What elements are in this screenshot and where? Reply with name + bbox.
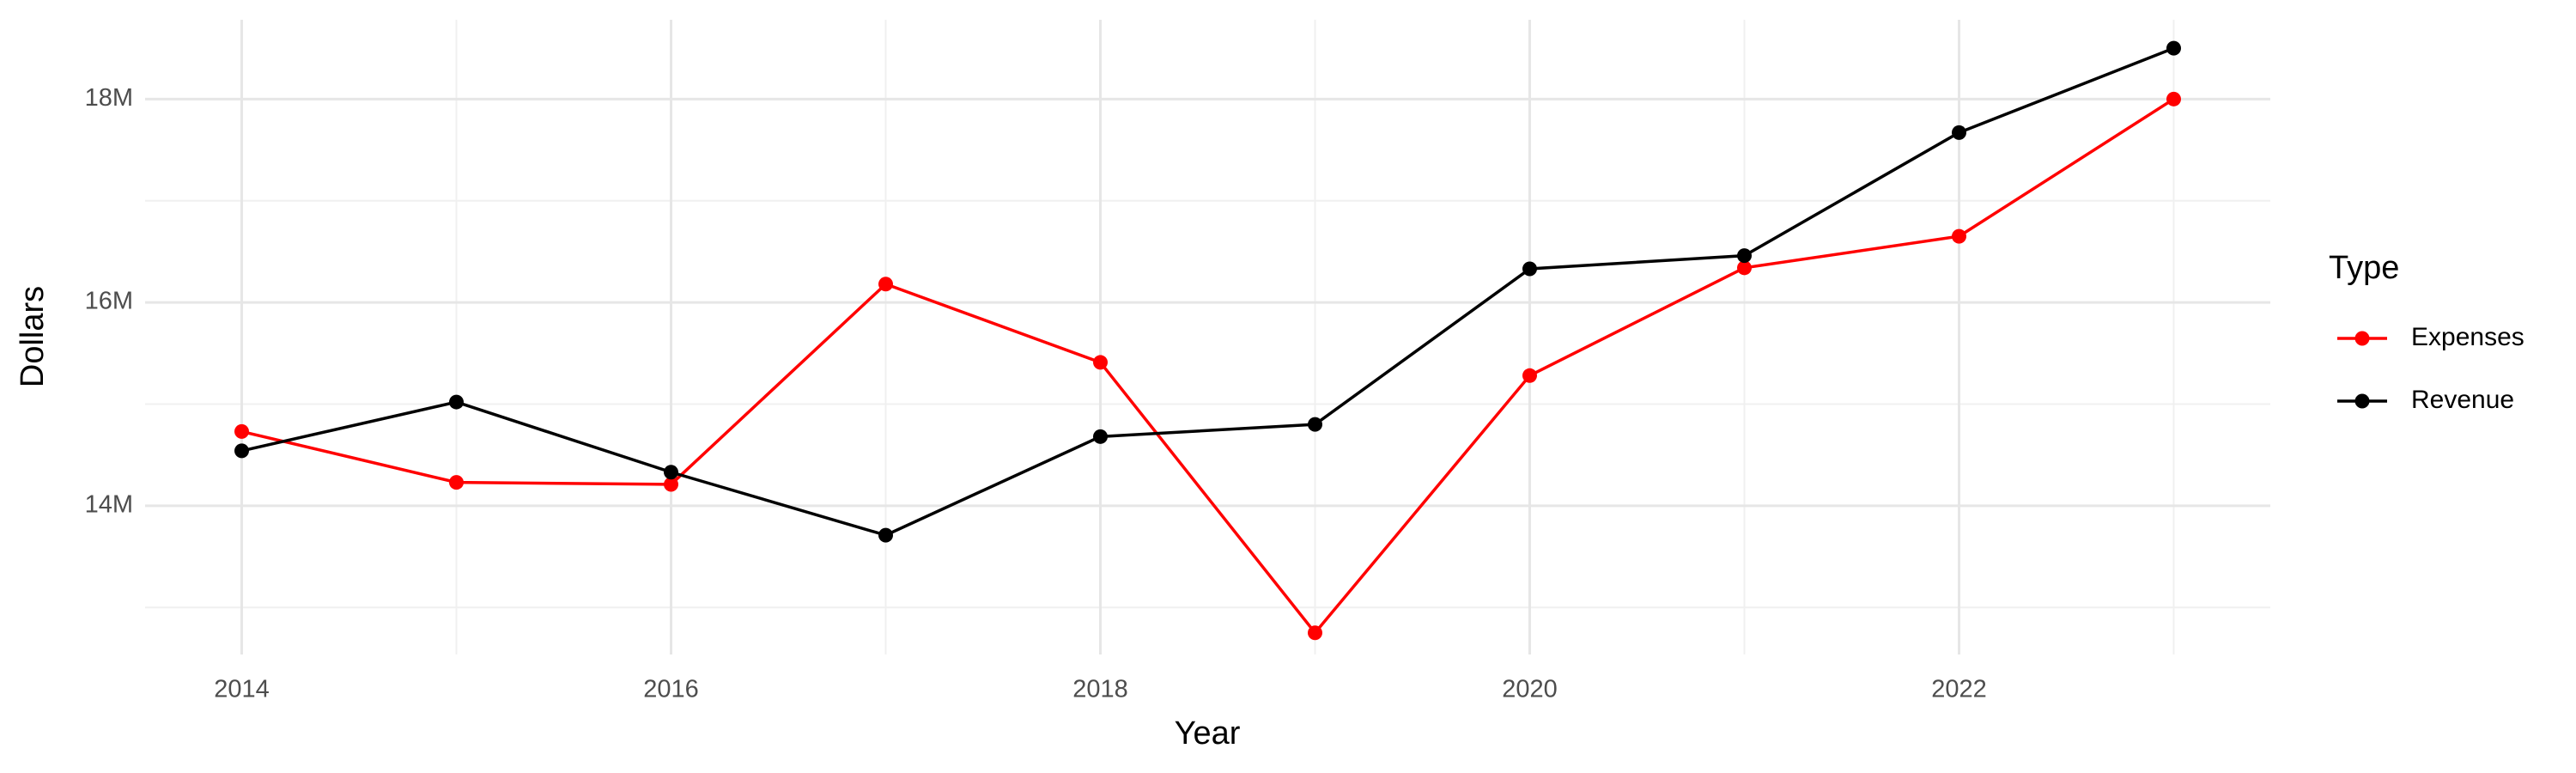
data-point — [2166, 91, 2181, 107]
y-tick-label: 14M — [85, 490, 133, 518]
x-tick-label: 2020 — [1502, 676, 1558, 703]
legend-title: Type — [2329, 250, 2399, 286]
series-line — [241, 46, 2175, 538]
data-point — [1952, 125, 1966, 140]
data-point — [1522, 368, 1537, 383]
data-point — [234, 443, 249, 459]
grid: 14M 16M 18M 2014 2016 2018 2020 2022 — [85, 20, 2270, 703]
legend-label: Expenses — [2411, 323, 2524, 351]
data-point — [1952, 228, 1966, 244]
x-axis-title: Year — [1175, 715, 1241, 752]
x-tick-label: 2022 — [1931, 676, 1987, 703]
legend-label: Revenue — [2411, 386, 2514, 414]
y-tick-label: 18M — [85, 84, 133, 112]
data-point — [2166, 40, 2181, 56]
data-point — [1308, 417, 1322, 432]
data-point — [234, 423, 249, 439]
data-point — [664, 477, 678, 492]
legend-key-point — [2354, 393, 2370, 409]
x-tick-label: 2018 — [1072, 676, 1128, 703]
legend-key-point — [2354, 331, 2370, 346]
data-point — [1308, 625, 1322, 641]
series-line — [241, 97, 2175, 636]
data-point — [1093, 429, 1108, 444]
data-point — [1737, 260, 1752, 276]
data-point — [1737, 248, 1752, 264]
data-point — [1522, 261, 1537, 277]
y-axis-title: Dollars — [15, 286, 51, 387]
legend: Type Expenses Revenue — [2329, 250, 2524, 414]
x-tick-label: 2016 — [643, 676, 699, 703]
data-point — [449, 475, 464, 490]
y-tick-label: 16M — [85, 288, 133, 315]
data-point — [878, 527, 893, 543]
lines — [234, 40, 2181, 641]
data-point — [1093, 355, 1108, 370]
data-point — [664, 465, 678, 480]
data-point — [878, 277, 893, 292]
data-point — [449, 394, 464, 410]
x-tick-label: 2014 — [214, 676, 270, 703]
